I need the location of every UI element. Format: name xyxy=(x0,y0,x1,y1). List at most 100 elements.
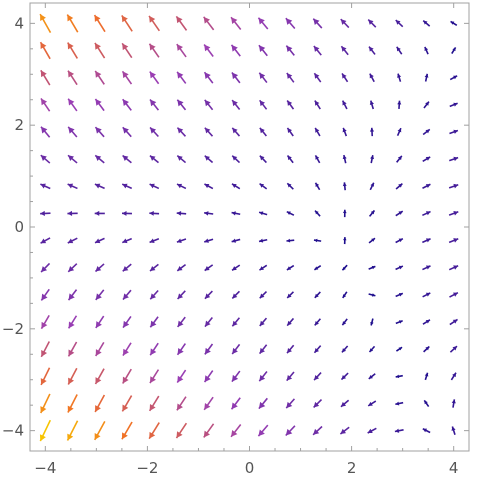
vector-arrow xyxy=(259,317,268,327)
arrow-head xyxy=(121,432,128,440)
vector-arrow xyxy=(67,154,78,164)
arrow-head xyxy=(424,372,429,377)
arrow-head xyxy=(204,320,211,327)
vector-arrow xyxy=(368,373,376,380)
vector-arrow xyxy=(422,319,431,325)
arrow-head xyxy=(313,401,320,408)
arrow-head xyxy=(452,319,458,324)
vector-arrow xyxy=(395,346,403,352)
vector-arrow xyxy=(342,291,348,299)
vector-arrow xyxy=(314,291,321,299)
vector-arrow xyxy=(395,292,404,298)
vector-arrow xyxy=(95,315,105,329)
vector-arrow xyxy=(259,155,267,164)
arrow-head xyxy=(40,183,46,189)
arrow-head xyxy=(68,70,75,78)
vector-arrow xyxy=(149,71,160,85)
arrow-head xyxy=(398,183,403,188)
arrow-head xyxy=(176,44,183,51)
vector-arrow xyxy=(231,290,241,300)
vector-arrow xyxy=(149,154,160,164)
vector-arrow xyxy=(67,237,78,244)
arrow-head xyxy=(286,211,291,216)
vector-arrow xyxy=(367,427,377,434)
arrow-head xyxy=(258,17,265,25)
arrow-head xyxy=(398,211,403,215)
arrow-head xyxy=(68,98,75,106)
y-tick-label: 0 xyxy=(14,218,24,236)
arrow-head xyxy=(314,320,319,326)
vector-arrow xyxy=(367,400,377,407)
vector-arrow xyxy=(286,371,295,382)
arrow-head xyxy=(204,375,211,383)
vector-arrow xyxy=(449,102,458,108)
vector-arrow xyxy=(257,424,269,437)
arrow-head xyxy=(68,349,75,357)
vector-arrow xyxy=(314,318,321,326)
arrow-head xyxy=(314,73,320,79)
vector-arrow xyxy=(95,289,105,301)
arrow-head xyxy=(95,349,102,357)
vector-arrow xyxy=(368,345,376,353)
arrow-head xyxy=(67,238,74,244)
arrow-head xyxy=(122,155,129,161)
vector-arrow xyxy=(149,342,159,356)
vector-arrow xyxy=(448,238,459,244)
arrow-head xyxy=(231,44,238,52)
arrow-head xyxy=(95,405,101,412)
arrow-head xyxy=(285,18,293,25)
arrow-head xyxy=(177,99,184,107)
vector-arrow xyxy=(40,210,51,216)
arrow-head xyxy=(258,401,266,409)
arrow-head xyxy=(425,156,431,161)
arrow-head xyxy=(259,127,265,134)
vector-arrow xyxy=(286,291,295,299)
arrow-head xyxy=(41,321,48,329)
arrow-head xyxy=(397,155,402,161)
arrow-head xyxy=(453,292,458,297)
vector-arrow xyxy=(396,155,403,163)
arrow-head xyxy=(204,155,210,161)
vector-arrow xyxy=(286,210,295,216)
vector-arrow xyxy=(230,44,241,57)
vector-arrow xyxy=(312,18,323,29)
arrow-head xyxy=(231,402,238,410)
vector-arrow xyxy=(313,238,322,243)
arrow-head xyxy=(122,376,129,384)
x-tick-label: 2 xyxy=(347,459,357,477)
vector-arrow xyxy=(368,265,376,270)
vector-arrow xyxy=(397,73,402,82)
vector-arrow xyxy=(204,316,213,328)
arrow-head xyxy=(204,347,211,355)
arrow-head xyxy=(342,321,347,326)
arrow-head xyxy=(176,238,182,243)
arrow-head xyxy=(340,428,347,434)
arrow-head xyxy=(231,183,237,188)
vector-arrow xyxy=(204,343,214,355)
arrow-head xyxy=(149,376,156,384)
vector-arrow xyxy=(230,16,242,30)
vector-arrow xyxy=(285,398,296,409)
vector-arrow xyxy=(231,183,241,190)
arrow-head xyxy=(149,155,156,161)
vector-arrow xyxy=(314,210,321,217)
vector-arrow xyxy=(313,45,322,56)
vector-arrow xyxy=(448,210,459,216)
vector-arrow xyxy=(313,398,323,409)
arrow-head xyxy=(259,238,264,243)
arrow-head xyxy=(231,211,236,216)
vector-arrow xyxy=(204,183,214,190)
vector-arrow xyxy=(231,72,241,84)
vector-arrow xyxy=(343,237,347,245)
vector-arrow xyxy=(95,341,105,357)
vector-arrow xyxy=(231,370,241,383)
vector-arrow xyxy=(121,183,133,190)
vector-arrow xyxy=(203,16,215,31)
vector-arrow xyxy=(395,319,403,325)
vector-arrow xyxy=(176,264,187,272)
vector-arrow xyxy=(286,155,294,164)
vector-arrow xyxy=(39,419,52,442)
vector-arrow xyxy=(40,154,51,164)
arrow-head xyxy=(67,405,74,413)
vector-arrow xyxy=(176,183,187,190)
